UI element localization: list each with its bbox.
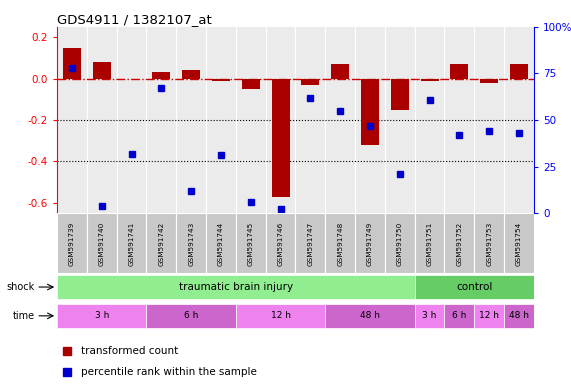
Text: 3 h: 3 h <box>423 311 437 320</box>
Bar <box>415 304 444 328</box>
Text: GSM591742: GSM591742 <box>158 222 164 266</box>
Bar <box>361 79 379 145</box>
Bar <box>57 213 87 273</box>
Text: 6 h: 6 h <box>452 311 467 320</box>
Text: 48 h: 48 h <box>509 311 529 320</box>
Text: traumatic brain injury: traumatic brain injury <box>179 282 293 292</box>
Text: GDS4911 / 1382107_at: GDS4911 / 1382107_at <box>57 13 212 26</box>
Bar <box>212 79 230 81</box>
Bar <box>444 304 475 328</box>
Bar <box>325 213 355 273</box>
Text: GSM591739: GSM591739 <box>69 222 75 266</box>
Bar <box>242 79 260 89</box>
Text: GSM591741: GSM591741 <box>128 222 135 266</box>
Text: 12 h: 12 h <box>271 311 291 320</box>
Bar <box>272 79 289 197</box>
Bar <box>266 213 296 273</box>
Text: 6 h: 6 h <box>184 311 198 320</box>
Bar <box>152 73 170 79</box>
Text: GSM591746: GSM591746 <box>278 222 284 266</box>
Bar <box>504 213 534 273</box>
Text: 3 h: 3 h <box>95 311 109 320</box>
Bar <box>451 64 468 79</box>
Text: percentile rank within the sample: percentile rank within the sample <box>81 367 257 377</box>
Bar <box>57 275 415 299</box>
Bar <box>176 213 206 273</box>
Bar <box>504 304 534 328</box>
Text: GSM591753: GSM591753 <box>486 222 492 266</box>
Bar <box>93 62 111 79</box>
Bar <box>182 70 200 79</box>
Text: shock: shock <box>6 282 35 292</box>
Text: GSM591744: GSM591744 <box>218 222 224 266</box>
Bar <box>63 48 81 79</box>
Text: GSM591747: GSM591747 <box>307 222 313 266</box>
Text: GSM591749: GSM591749 <box>367 222 373 266</box>
Bar <box>236 213 266 273</box>
Bar <box>421 79 439 81</box>
Bar <box>510 64 528 79</box>
Bar <box>87 213 116 273</box>
Bar <box>415 275 534 299</box>
Text: control: control <box>456 282 492 292</box>
Bar <box>147 213 176 273</box>
Bar <box>415 213 444 273</box>
Bar <box>325 304 415 328</box>
Text: 12 h: 12 h <box>479 311 499 320</box>
Text: GSM591743: GSM591743 <box>188 222 194 266</box>
Text: GSM591751: GSM591751 <box>427 222 433 266</box>
Text: time: time <box>13 311 35 321</box>
Bar <box>236 304 325 328</box>
Bar <box>444 213 475 273</box>
Bar <box>206 213 236 273</box>
Text: GSM591750: GSM591750 <box>397 222 403 266</box>
Text: transformed count: transformed count <box>81 346 178 356</box>
Bar <box>331 64 349 79</box>
Text: GSM591740: GSM591740 <box>99 222 105 266</box>
Text: GSM591752: GSM591752 <box>456 222 463 266</box>
Bar <box>57 304 147 328</box>
Bar <box>475 213 504 273</box>
Bar <box>385 213 415 273</box>
Bar <box>296 213 325 273</box>
Bar <box>475 304 504 328</box>
Text: GSM591745: GSM591745 <box>248 222 254 266</box>
Bar <box>480 79 498 83</box>
Text: GSM591748: GSM591748 <box>337 222 343 266</box>
Text: 48 h: 48 h <box>360 311 380 320</box>
Bar <box>147 304 236 328</box>
Text: GSM591754: GSM591754 <box>516 222 522 266</box>
Bar <box>355 213 385 273</box>
Bar <box>116 213 147 273</box>
Bar <box>391 79 409 110</box>
Bar <box>301 79 319 85</box>
